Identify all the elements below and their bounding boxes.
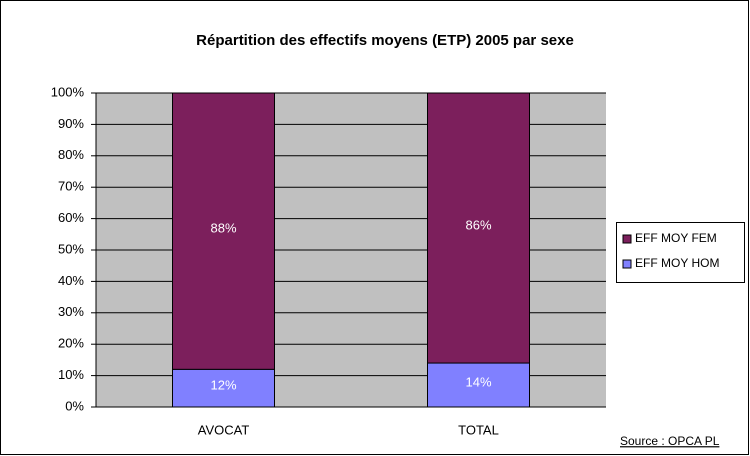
chart-title: Répartition des effectifs moyens (ETP) 2… <box>196 32 574 49</box>
y-tick-label: 10% <box>58 367 84 382</box>
y-tick-label: 90% <box>58 116 84 131</box>
y-tick-label: 60% <box>58 210 84 225</box>
bar-segment <box>172 92 275 370</box>
source-note: Source : OPCA PL <box>620 434 720 448</box>
y-tick-label: 100% <box>51 84 85 99</box>
y-tick-label: 70% <box>58 179 84 194</box>
data-label: 86% <box>465 217 491 232</box>
legend-swatch <box>622 234 632 244</box>
data-label: 88% <box>210 221 236 236</box>
legend-label: EFF MOY FEM <box>635 231 717 245</box>
bar-segment <box>172 368 275 408</box>
x-tick-label: AVOCAT <box>198 422 250 437</box>
legend-box <box>616 222 745 283</box>
y-tick-label: 40% <box>58 273 84 288</box>
data-label: 14% <box>465 374 491 389</box>
x-tick-label: TOTAL <box>458 422 499 437</box>
bar-segment <box>427 92 530 364</box>
y-tick-label: 50% <box>58 241 84 256</box>
y-tick-label: 80% <box>58 147 84 162</box>
y-tick-label: 0% <box>65 398 84 413</box>
y-tick-label: 30% <box>58 304 84 319</box>
data-label: 12% <box>210 378 236 393</box>
legend-swatch <box>622 259 632 269</box>
bar-segment <box>427 362 530 408</box>
y-tick-label: 20% <box>58 336 84 351</box>
legend-label: EFF MOY HOM <box>635 256 719 270</box>
